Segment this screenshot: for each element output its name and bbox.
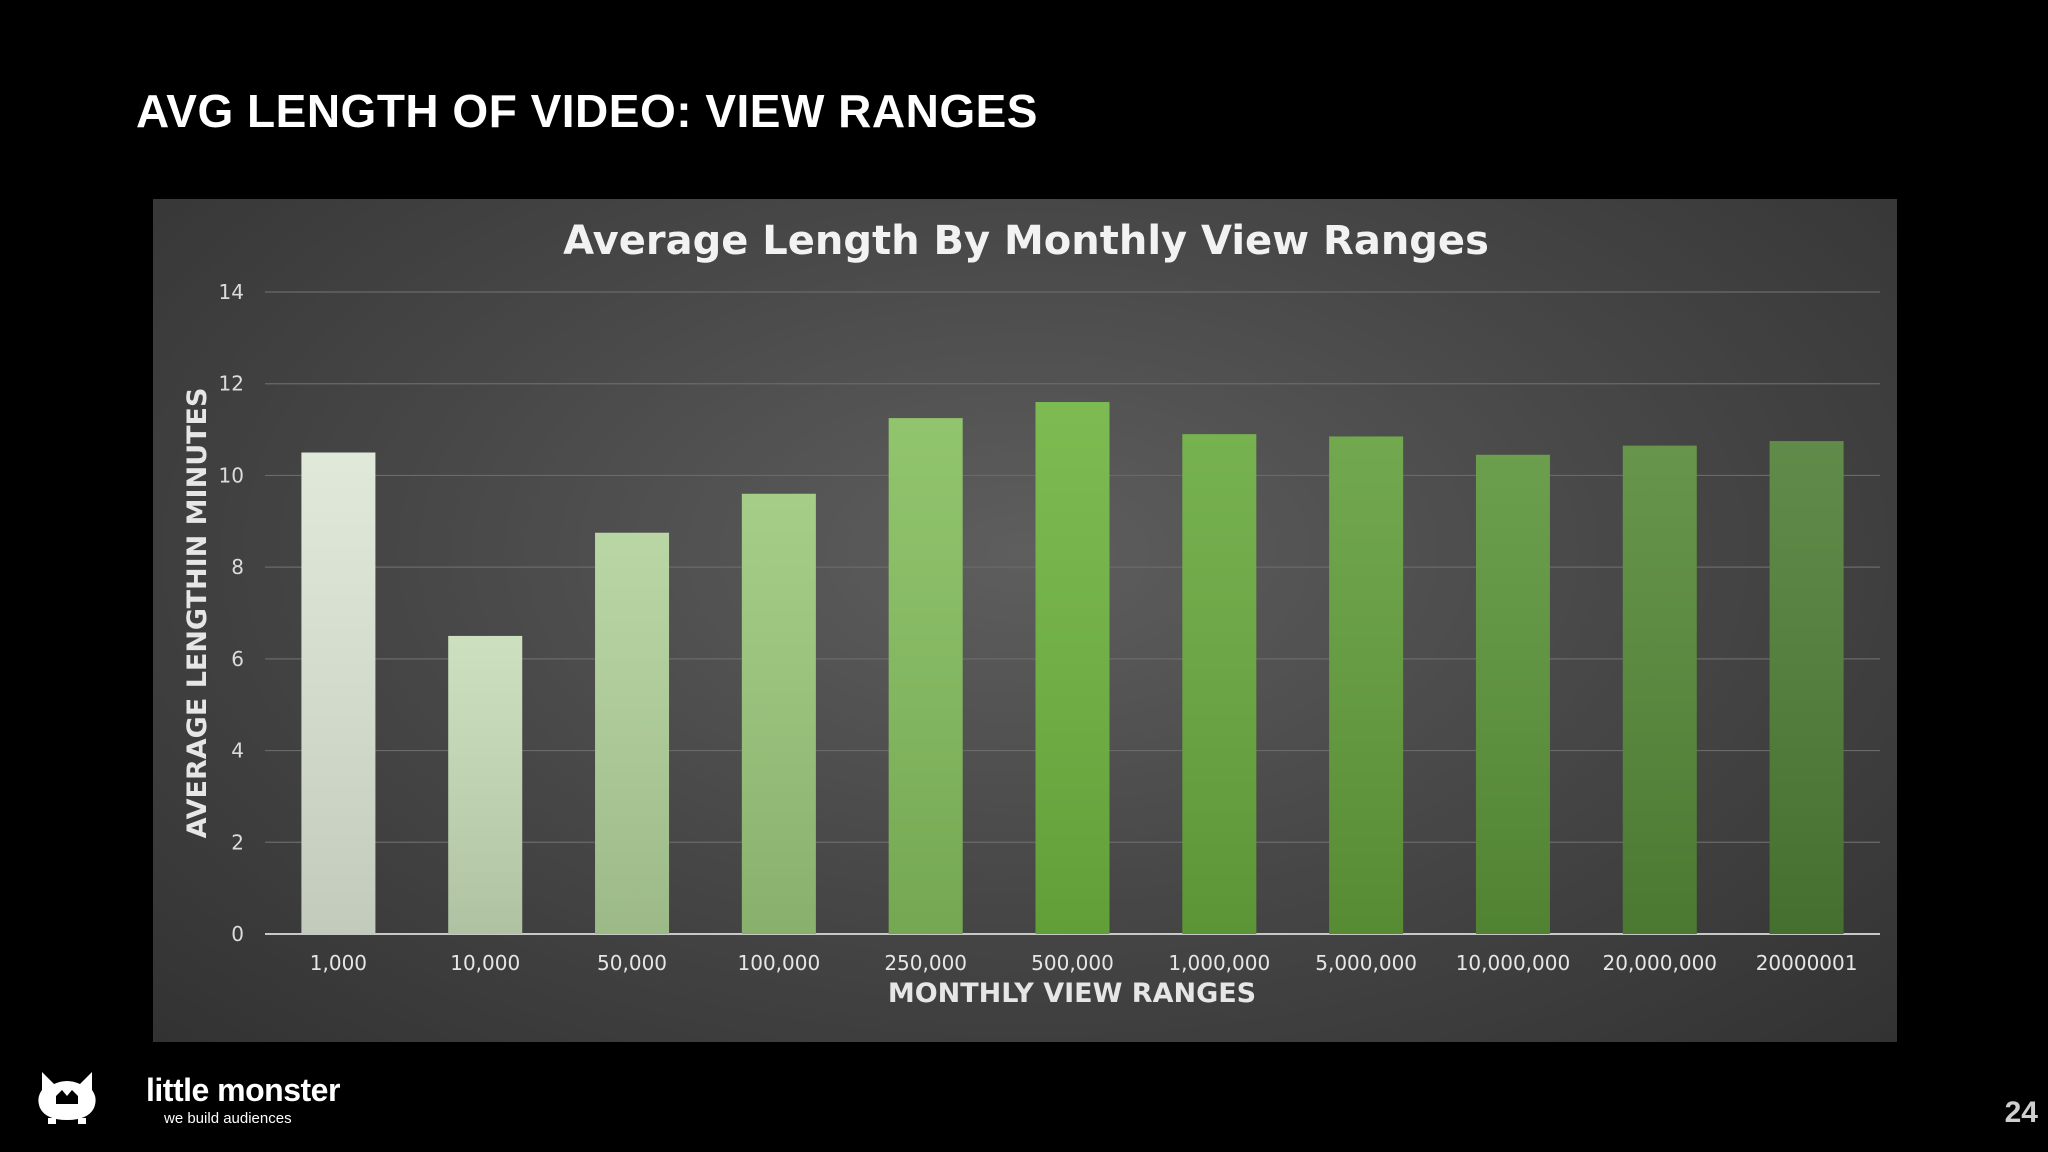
chart-panel: 0 2 4 6 8 10 12 14 1,000 10,000 50,000 100,000 250,0…	[153, 199, 1897, 1042]
slide-title: AVG LENGTH OF VIDEO: VIEW RANGES	[136, 85, 1038, 137]
y-axis-title: AVERAGE LENGTHIN MINUTES	[182, 388, 213, 839]
chart-title: Average Length By Monthly View Ranges	[563, 218, 1489, 264]
logo-tagline: we build audiences	[164, 1110, 292, 1127]
bar-shading	[1329, 436, 1404, 934]
bars	[301, 402, 1844, 934]
x-tick-label: 20000001	[1756, 951, 1858, 975]
y-tick-label: 4	[231, 739, 244, 763]
x-tick-label: 1,000	[310, 951, 367, 975]
y-tick-label: 10	[219, 463, 244, 487]
y-tick-label: 12	[219, 372, 244, 396]
bar-shading	[1622, 445, 1697, 934]
x-tick-label: 10,000,000	[1456, 951, 1571, 975]
x-tick-label: 5,000,000	[1315, 951, 1417, 975]
logo-name: little monster	[146, 1072, 340, 1108]
x-tick-label: 500,000	[1031, 951, 1114, 975]
y-tick-label: 2	[231, 830, 244, 854]
bar-shading	[888, 418, 963, 934]
y-tick-label: 14	[219, 280, 244, 304]
bar-shading	[1475, 454, 1550, 934]
monster-icon	[38, 1072, 96, 1124]
bar-shading	[1769, 441, 1844, 934]
bar-shading	[1035, 402, 1110, 934]
y-tick-label: 6	[231, 647, 244, 671]
little-monster-logo: little monster we build audiences	[34, 1064, 340, 1134]
bar-shading	[1182, 434, 1257, 934]
axis-labels: 0 2 4 6 8 10 12 14 1,000 10,000 50,000 100,000 250,0…	[219, 280, 1858, 975]
x-tick-label: 20,000,000	[1603, 951, 1718, 975]
page-number: 24	[2004, 1096, 2038, 1129]
x-tick-label: 100,000	[738, 951, 821, 975]
bar-shading	[595, 532, 670, 934]
bar-chart: 0 2 4 6 8 10 12 14 1,000 10,000 50,000 100,000 250,0…	[182, 218, 1880, 1009]
y-tick-label: 8	[231, 555, 244, 579]
x-tick-label: 1,000,000	[1168, 951, 1270, 975]
bar-shading	[741, 493, 816, 934]
x-axis-title: MONTHLY VIEW RANGES	[888, 978, 1256, 1009]
x-tick-label: 250,000	[884, 951, 967, 975]
bar-shading	[301, 452, 376, 934]
x-tick-label: 50,000	[597, 951, 667, 975]
bar-shading	[448, 635, 523, 934]
y-tick-label: 0	[231, 922, 244, 946]
x-tick-label: 10,000	[450, 951, 520, 975]
